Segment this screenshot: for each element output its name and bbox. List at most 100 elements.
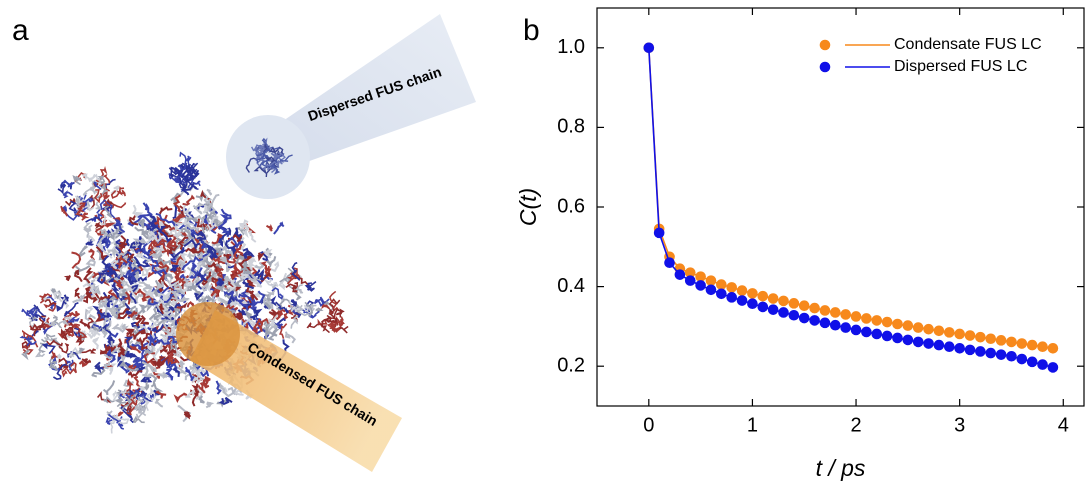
chain-strand bbox=[247, 274, 261, 282]
chain-strand bbox=[41, 343, 56, 355]
chain-strand bbox=[151, 333, 161, 347]
chain-strand bbox=[261, 137, 272, 152]
chain-strand bbox=[177, 360, 185, 369]
chain-strand bbox=[142, 284, 155, 291]
data-point bbox=[975, 346, 986, 357]
chain-strand bbox=[185, 389, 196, 398]
chain-strand bbox=[198, 395, 205, 404]
chain-strand bbox=[108, 269, 118, 284]
chain-strand bbox=[116, 189, 126, 197]
chain-strand bbox=[254, 261, 266, 270]
chain-strand bbox=[156, 238, 168, 254]
chain-strand bbox=[329, 290, 338, 310]
chain-strand bbox=[68, 200, 77, 212]
chain-strand bbox=[239, 265, 255, 279]
chain-strand bbox=[155, 212, 179, 227]
chain-strand bbox=[141, 239, 152, 255]
chain-strand bbox=[157, 356, 170, 365]
data-point bbox=[736, 285, 748, 296]
chain-strand bbox=[173, 166, 184, 178]
chain-strand bbox=[169, 264, 180, 273]
chain-strand bbox=[158, 303, 164, 315]
chain-strand bbox=[197, 382, 206, 394]
chain-strand bbox=[251, 290, 266, 311]
chain-strand bbox=[166, 348, 177, 356]
condensed-cone bbox=[190, 310, 402, 472]
data-point bbox=[747, 288, 758, 299]
data-point bbox=[850, 311, 862, 322]
chain-strand bbox=[49, 300, 57, 311]
chain-strand bbox=[188, 267, 198, 279]
data-point bbox=[767, 304, 779, 315]
chain-strand bbox=[217, 214, 228, 229]
data-point bbox=[923, 338, 934, 349]
chain-strand bbox=[179, 205, 186, 218]
chain-strand bbox=[239, 219, 249, 229]
x-tick-label: 2 bbox=[850, 414, 861, 436]
chain-strand bbox=[83, 317, 95, 328]
chain-strand bbox=[170, 246, 187, 259]
chain-strand bbox=[122, 260, 133, 270]
chain-strand bbox=[123, 336, 133, 351]
chain-strand bbox=[110, 303, 120, 315]
data-point bbox=[933, 339, 945, 351]
chain-strand bbox=[141, 294, 154, 303]
chain-strand bbox=[245, 157, 257, 173]
chain-strand bbox=[114, 414, 126, 421]
data-point bbox=[1037, 341, 1048, 352]
chain-strand bbox=[108, 336, 115, 346]
chain-strand bbox=[95, 242, 113, 259]
chain-strand bbox=[218, 296, 231, 307]
data-point bbox=[881, 316, 893, 328]
data-point bbox=[747, 298, 758, 310]
chain-strand bbox=[233, 248, 244, 260]
chain-strand bbox=[290, 315, 299, 329]
chain-strand bbox=[265, 156, 276, 162]
chain-strand bbox=[226, 279, 237, 293]
data-point bbox=[975, 331, 986, 343]
chain-strand bbox=[136, 336, 148, 351]
chain-strand bbox=[104, 237, 112, 249]
chain-strand bbox=[183, 238, 201, 251]
chain-strand bbox=[140, 328, 154, 344]
chain-strand bbox=[264, 267, 272, 278]
chain-strand bbox=[128, 215, 139, 226]
chain-strand bbox=[35, 350, 46, 358]
data-point bbox=[819, 305, 831, 316]
chain-strand bbox=[58, 319, 70, 327]
data-point bbox=[674, 269, 686, 280]
chain-strand bbox=[99, 214, 107, 226]
chain-strand bbox=[135, 365, 146, 372]
chain-strand bbox=[167, 361, 178, 373]
chain-strand bbox=[161, 318, 177, 335]
chain-strand bbox=[278, 272, 288, 291]
chain-strand bbox=[68, 346, 80, 358]
data-point bbox=[1047, 362, 1059, 373]
chain-strand bbox=[255, 154, 274, 163]
chain-strand bbox=[305, 280, 317, 291]
chain-strand bbox=[118, 264, 127, 277]
chain-strand bbox=[174, 266, 181, 283]
chain-strand bbox=[308, 310, 320, 319]
chain-strand bbox=[157, 226, 172, 243]
chain-strand bbox=[220, 227, 230, 238]
chain-strand bbox=[206, 188, 213, 196]
chain-strand bbox=[95, 245, 108, 263]
chain-strand bbox=[173, 307, 180, 318]
data-point bbox=[943, 327, 955, 338]
chain-strand bbox=[194, 274, 207, 284]
chain-strand bbox=[179, 259, 187, 273]
chain-strand bbox=[256, 150, 267, 159]
chain-strand bbox=[149, 356, 162, 366]
chain-strand bbox=[95, 201, 102, 210]
chain-strand bbox=[117, 342, 126, 357]
chain-strand bbox=[107, 413, 120, 424]
chain-strand bbox=[291, 262, 301, 281]
chain-strand bbox=[103, 395, 115, 404]
data-point bbox=[778, 295, 789, 307]
chain-strand bbox=[96, 272, 106, 285]
data-point bbox=[819, 317, 831, 329]
chain-strand bbox=[108, 226, 122, 241]
data-point bbox=[798, 300, 810, 312]
